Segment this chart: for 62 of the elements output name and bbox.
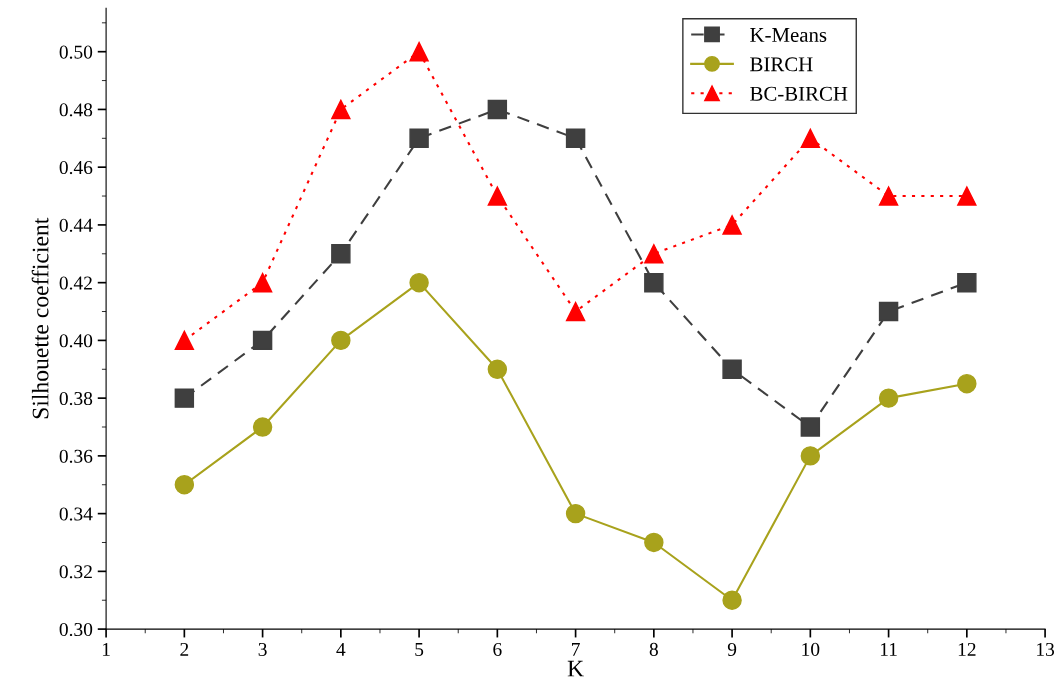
x-tick-label: 5 — [415, 643, 424, 656]
point — [565, 301, 586, 322]
y-tick-label: 0.44 — [59, 218, 93, 232]
point — [800, 128, 821, 149]
x-tick-label: 2 — [180, 642, 189, 656]
x-tick-label: 6 — [493, 642, 502, 656]
y-axis-title: Silhouette coefficient — [31, 217, 49, 419]
point — [722, 590, 742, 610]
point — [409, 41, 429, 62]
x-tick-label: 10 — [802, 642, 820, 656]
point — [800, 417, 821, 437]
point — [409, 272, 429, 293]
y-tick-label: 0.38 — [59, 391, 93, 406]
point — [409, 128, 429, 149]
x-tick-label: 7 — [572, 643, 580, 656]
point — [331, 99, 351, 120]
point — [174, 388, 195, 408]
x-tick-label: 8 — [649, 642, 658, 656]
point — [957, 272, 977, 293]
y-tick-label: 0.34 — [59, 507, 93, 521]
legend-label: BC-BIRCH — [750, 86, 848, 101]
legend-label: BIRCH — [750, 57, 813, 72]
point — [957, 373, 977, 394]
point — [487, 186, 508, 206]
y-tick-label: 0.46 — [59, 160, 93, 175]
y-tick-label: 0.40 — [59, 334, 93, 348]
x-tick-label: 1 — [102, 642, 110, 656]
point — [800, 446, 821, 466]
y-tick-label: 0.42 — [59, 276, 92, 290]
legend-label: K-Means — [750, 28, 827, 42]
point — [878, 186, 899, 206]
point — [878, 301, 899, 322]
point — [487, 359, 508, 379]
point — [957, 186, 977, 206]
y-tick-label: 0.36 — [59, 449, 93, 463]
y-tick-label: 0.50 — [59, 45, 93, 59]
point — [331, 330, 351, 351]
point — [644, 532, 664, 553]
point — [565, 128, 586, 149]
y-tick-label: 0.48 — [59, 103, 93, 117]
x-tick-label: 9 — [727, 642, 737, 656]
point — [565, 503, 586, 524]
point — [331, 244, 351, 264]
point — [722, 359, 742, 379]
x-tick-label: 13 — [1037, 642, 1055, 656]
point — [174, 330, 195, 351]
point — [252, 417, 273, 437]
point — [252, 330, 273, 351]
x-tick-label: 11 — [880, 642, 897, 656]
point — [644, 244, 664, 264]
point — [174, 475, 195, 495]
point — [878, 388, 899, 408]
x-axis-title: K — [567, 660, 584, 677]
point — [644, 272, 664, 293]
x-tick-label: 4 — [336, 642, 346, 656]
point — [722, 215, 742, 235]
point — [252, 272, 273, 293]
y-tick-label: 0.30 — [59, 622, 93, 637]
point — [487, 99, 508, 120]
x-tick-label: 3 — [258, 642, 267, 656]
y-tick-label: 0.32 — [59, 565, 92, 579]
x-tick-label: 12 — [958, 642, 976, 656]
